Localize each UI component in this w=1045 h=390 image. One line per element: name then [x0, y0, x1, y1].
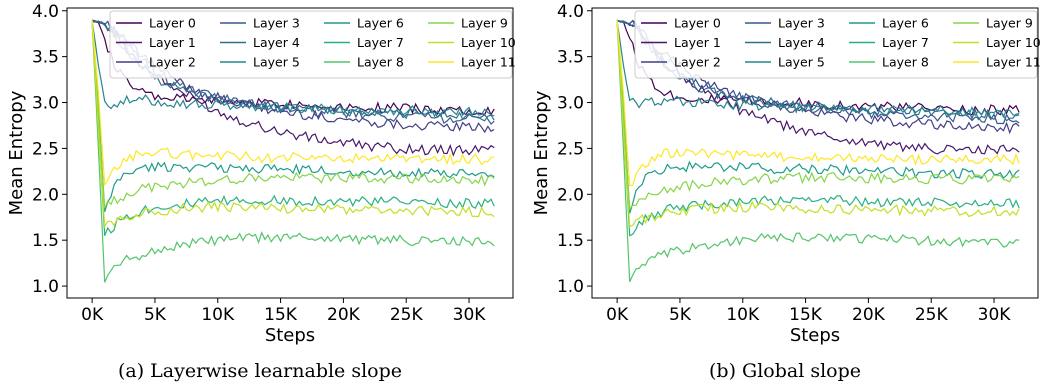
- x-tick-label: 20K: [327, 305, 361, 325]
- series-line-layer-0: [92, 21, 495, 117]
- x-tick-label: 30K: [453, 305, 487, 325]
- legend-entry: Layer 8: [357, 55, 404, 70]
- legend-entry: Layer 3: [253, 16, 300, 31]
- y-tick-label: 3.5: [557, 48, 584, 68]
- y-axis-label: Mean Entropy: [6, 90, 27, 215]
- x-tick-label: 15K: [264, 305, 298, 325]
- legend-entry: Layer 5: [778, 55, 825, 70]
- y-tick-label: 3.0: [32, 94, 59, 114]
- y-tick-label: 2.5: [32, 139, 59, 159]
- y-tick-label: 4.0: [32, 2, 59, 22]
- y-tick-label: 1.0: [32, 277, 59, 297]
- legend-entry: Layer 10: [461, 35, 516, 50]
- y-tick-label: 2.0: [557, 185, 584, 205]
- legend-entry: Layer 9: [461, 16, 508, 31]
- x-tick-label: 20K: [852, 305, 886, 325]
- series-line-layer-10: [91, 19, 495, 229]
- series-line-layer-8: [616, 20, 1020, 283]
- caption-a: (a) Layerwise learnable slope: [117, 360, 403, 382]
- y-tick-label: 1.5: [32, 231, 59, 251]
- series-line-layer-5: [616, 21, 1020, 118]
- series-line-layer-7: [616, 20, 1020, 237]
- y-tick-label: 3.5: [32, 48, 59, 68]
- legend-entry: Layer 1: [149, 35, 196, 50]
- legend-entry: Layer 4: [253, 35, 300, 50]
- x-tick-label: 10K: [726, 305, 760, 325]
- legend-entry: Layer 0: [674, 16, 721, 31]
- series-line-layer-6: [616, 19, 1020, 214]
- legend-entry: Layer 2: [149, 55, 196, 70]
- y-tick-label: 3.0: [557, 94, 584, 114]
- y-tick-label: 1.5: [557, 231, 584, 251]
- series-line-layer-4: [91, 20, 495, 122]
- series-line-layer-11: [616, 20, 1020, 187]
- series-line-layer-9: [91, 20, 495, 209]
- legend-entry: Layer 0: [149, 16, 196, 31]
- legend-entry: Layer 10: [986, 35, 1041, 50]
- legend-entry: Layer 1: [674, 35, 721, 50]
- series-lines: [616, 19, 1020, 283]
- y-tick-label: 2.0: [32, 185, 59, 205]
- legend-entry: Layer 6: [882, 16, 929, 31]
- series-line-layer-10: [616, 20, 1020, 228]
- legend-box: [634, 10, 1038, 79]
- x-tick-label: 15K: [789, 305, 823, 325]
- caption-b: (b) Global slope: [709, 360, 861, 382]
- legend-entry: Layer 7: [357, 35, 404, 50]
- x-tick-label: 25K: [915, 305, 949, 325]
- legend-entry: Layer 9: [986, 16, 1033, 31]
- legend-entry: Layer 6: [357, 16, 404, 31]
- plot-frame: [66, 7, 514, 299]
- x-tick-label: 25K: [390, 305, 424, 325]
- chart-panel-a: 0K 5K 10K 15K 20K 25K 30K 1.0 1.5 2.0 2.5 3.0 3.5 4.0…: [0, 0, 520, 390]
- series-line-layer-5: [91, 20, 495, 118]
- series-line-layer-7: [91, 21, 495, 236]
- legend-entry: Layer 7: [882, 35, 929, 50]
- legend-entry: Layer 11: [986, 55, 1041, 70]
- x-tick-label: 5K: [669, 305, 692, 325]
- legend-entry: Layer 3: [778, 16, 825, 31]
- legend-entry: Layer 11: [461, 55, 516, 70]
- y-tick-label: 1.0: [557, 277, 584, 297]
- x-tick-label: 0K: [606, 305, 629, 325]
- series-line-layer-6: [91, 20, 495, 212]
- x-axis-label: Steps: [790, 325, 840, 346]
- x-tick-label: 30K: [978, 305, 1012, 325]
- series-line-layer-9: [616, 20, 1020, 210]
- legend-entry: Layer 5: [253, 55, 300, 70]
- x-tick-label: 5K: [144, 305, 167, 325]
- series-line-layer-11: [91, 20, 495, 187]
- chart-panel-b: 0K 5K 10K 15K 20K 25K 30K 1.0 1.5 2.0 2.5 3.0 3.5 4.0…: [525, 0, 1045, 390]
- y-tick-label: 4.0: [557, 2, 584, 22]
- series-line-layer-8: [91, 21, 495, 283]
- legend-entry: Layer 8: [882, 55, 929, 70]
- x-axis-label: Steps: [265, 325, 315, 346]
- y-axis-label: Mean Entropy: [531, 90, 552, 215]
- legend-entry: Layer 2: [674, 55, 721, 70]
- x-tick-label: 0K: [81, 305, 104, 325]
- chart-b: 0K 5K 10K 15K 20K 25K 30K 1.0 1.5 2.0 2.5 3.0 3.5 4.0…: [531, 2, 1041, 346]
- x-tick-label: 10K: [201, 305, 235, 325]
- series-line-layer-1: [617, 20, 1020, 155]
- y-tick-label: 2.5: [557, 139, 584, 159]
- legend-box: [109, 10, 513, 79]
- legend-entry: Layer 4: [778, 35, 825, 50]
- plot-frame: [591, 7, 1039, 299]
- chart-a: 0K 5K 10K 15K 20K 25K 30K 1.0 1.5 2.0 2.5 3.0 3.5 4.0…: [6, 2, 516, 346]
